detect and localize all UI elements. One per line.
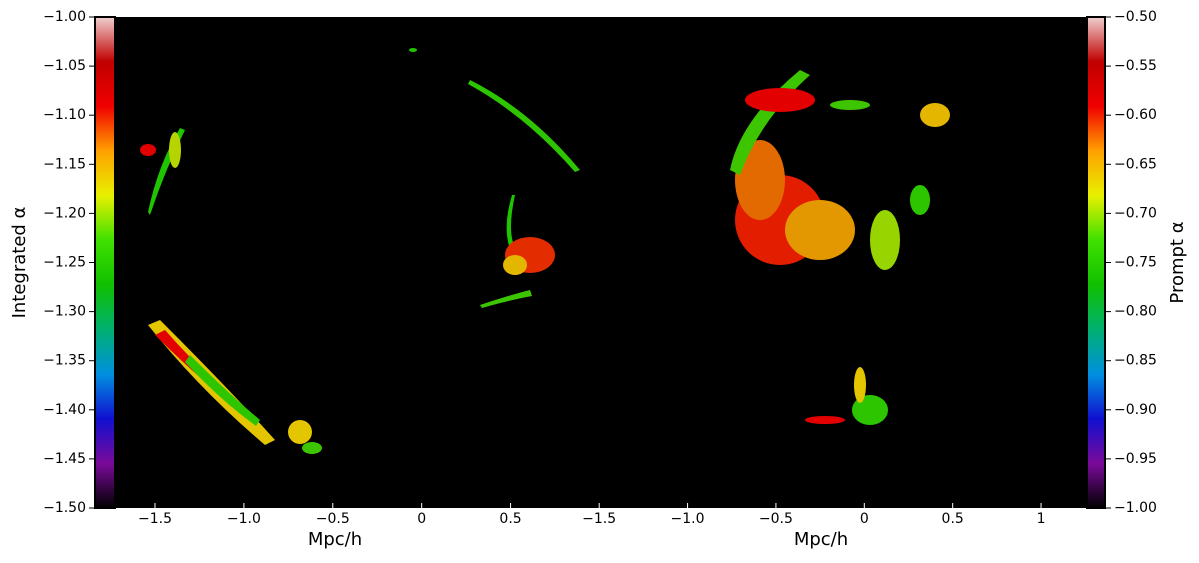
colorbar-tick-label: −1.10: [43, 107, 86, 123]
colorbar-tick-label: −1.20: [43, 205, 86, 221]
colorbar-tick-label: −0.80: [1114, 304, 1157, 320]
x-tick-label: 0.5: [499, 511, 521, 527]
colorbar-tick-label: −1.35: [43, 353, 86, 369]
colorbar: [94, 16, 116, 509]
emission-blobs: [140, 48, 950, 454]
colorbar-tick-label: −1.40: [43, 402, 86, 418]
x-tick-label: −1.0: [227, 511, 261, 527]
colorbar-tick-label: −0.55: [1114, 58, 1157, 74]
x-axis-label: Mpc/h: [308, 529, 362, 550]
colorbar-tick-label: −0.65: [1114, 156, 1157, 172]
x-tick-label: −0.5: [759, 511, 793, 527]
x-tick-label: 0.5: [942, 511, 964, 527]
colorbar-label: Integrated α: [9, 207, 30, 319]
colorbar-tick-label: −1.45: [43, 451, 86, 467]
colorbar: [1086, 16, 1106, 509]
colorbar-tick-label: −0.90: [1114, 402, 1157, 418]
colorbar-tick-label: −1.05: [43, 58, 86, 74]
colorbar-tick-label: −0.95: [1114, 451, 1157, 467]
x-tick-label: 0: [860, 511, 869, 527]
x-axis-label: Mpc/h: [794, 529, 848, 550]
x-tick-label: −1.5: [138, 511, 172, 527]
colorbar-tick-label: −1.15: [43, 156, 86, 172]
x-tick-label: −1.0: [671, 511, 705, 527]
x-tick-label: 0: [417, 511, 426, 527]
colorbar-tick-label: −0.60: [1114, 107, 1157, 123]
colorbar-label: Prompt α: [1167, 221, 1188, 303]
colorbar-tick-label: −1.30: [43, 304, 86, 320]
colorbar-tick-label: −0.50: [1114, 9, 1157, 25]
colorbar-tick-label: −0.85: [1114, 353, 1157, 369]
colorbar-tick-label: −1.00: [1114, 500, 1157, 516]
colorbar-tick-label: −0.75: [1114, 255, 1157, 271]
x-tick-label: −0.5: [316, 511, 350, 527]
x-tick-label: −1.5: [582, 511, 616, 527]
colorbar-tick-label: −0.70: [1114, 205, 1157, 221]
plot-area: [115, 17, 1087, 508]
colorbar-tick-label: −1.00: [43, 9, 86, 25]
colorbar-tick-label: −1.25: [43, 255, 86, 271]
x-tick-label: 1: [1037, 511, 1046, 527]
colorbar-tick-label: −1.50: [43, 500, 86, 516]
